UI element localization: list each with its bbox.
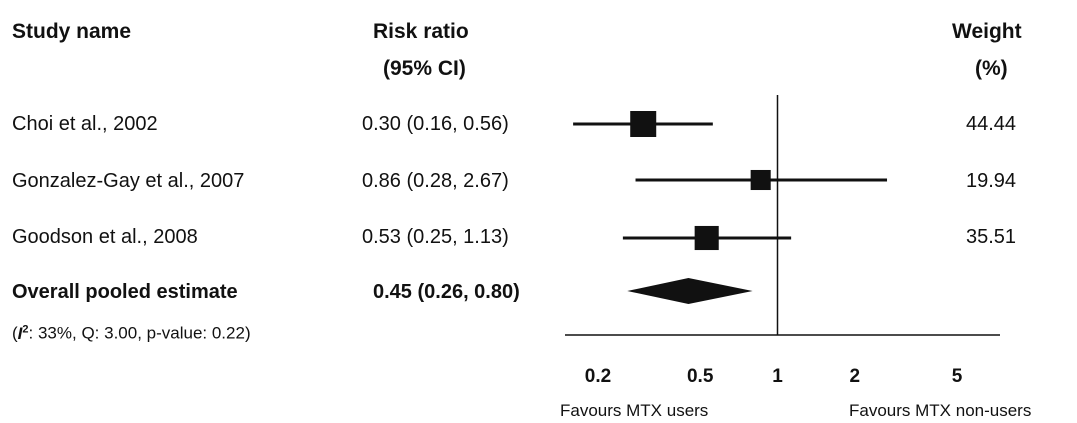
pooled-name: Overall pooled estimate [12,281,238,303]
right-caption: Favours MTX non-users [849,401,1032,420]
weight-header: Weight [952,20,1022,43]
study-name-gonzalez-gay: Gonzalez-Gay et al., 2007 [12,170,245,192]
study-name-goodson: Goodson et al., 2008 [12,226,198,248]
x-tick-label: 5 [952,366,963,387]
heterogeneity-rest: : 33%, Q: 3.00, p-value: 0.22) [28,323,251,343]
point-estimate-square [750,169,771,191]
heterogeneity-open: ( [12,323,18,343]
point-estimate-square [694,225,719,251]
risk-ratio-header: Risk ratio [373,20,469,43]
study-ci-goodson: 0.53 (0.25, 1.13) [362,226,509,248]
heterogeneity-i: I [17,323,23,343]
heterogeneity-sup: 2 [22,323,29,335]
study-name-header: Study name [12,20,132,43]
ci-header: (95% CI) [383,57,466,80]
pooled-diamond [627,278,753,304]
study-ci-gonzalez-gay: 0.86 (0.28, 2.67) [362,170,509,192]
x-tick-label: 2 [850,366,861,387]
weight-unit-header: (%) [975,57,1008,80]
pooled-ci: 0.45 (0.26, 0.80) [373,281,520,303]
x-tick-label: 1 [772,366,783,387]
study-weight-choi: 44.44 [966,113,1017,135]
study-weight-gonzalez-gay: 19.94 [966,170,1017,192]
left-caption: Favours MTX users [560,401,709,420]
study-weight-goodson: 35.51 [966,226,1017,248]
heterogeneity-stats: (I2: 33%, Q: 3.00, p-value: 0.22) [12,324,251,342]
point-estimate-square [630,111,657,137]
x-tick-label: 0.2 [585,366,611,387]
study-name-choi: Choi et al., 2002 [12,113,158,135]
x-tick-label: 0.5 [687,366,714,387]
study-ci-choi: 0.30 (0.16, 0.56) [362,113,509,135]
